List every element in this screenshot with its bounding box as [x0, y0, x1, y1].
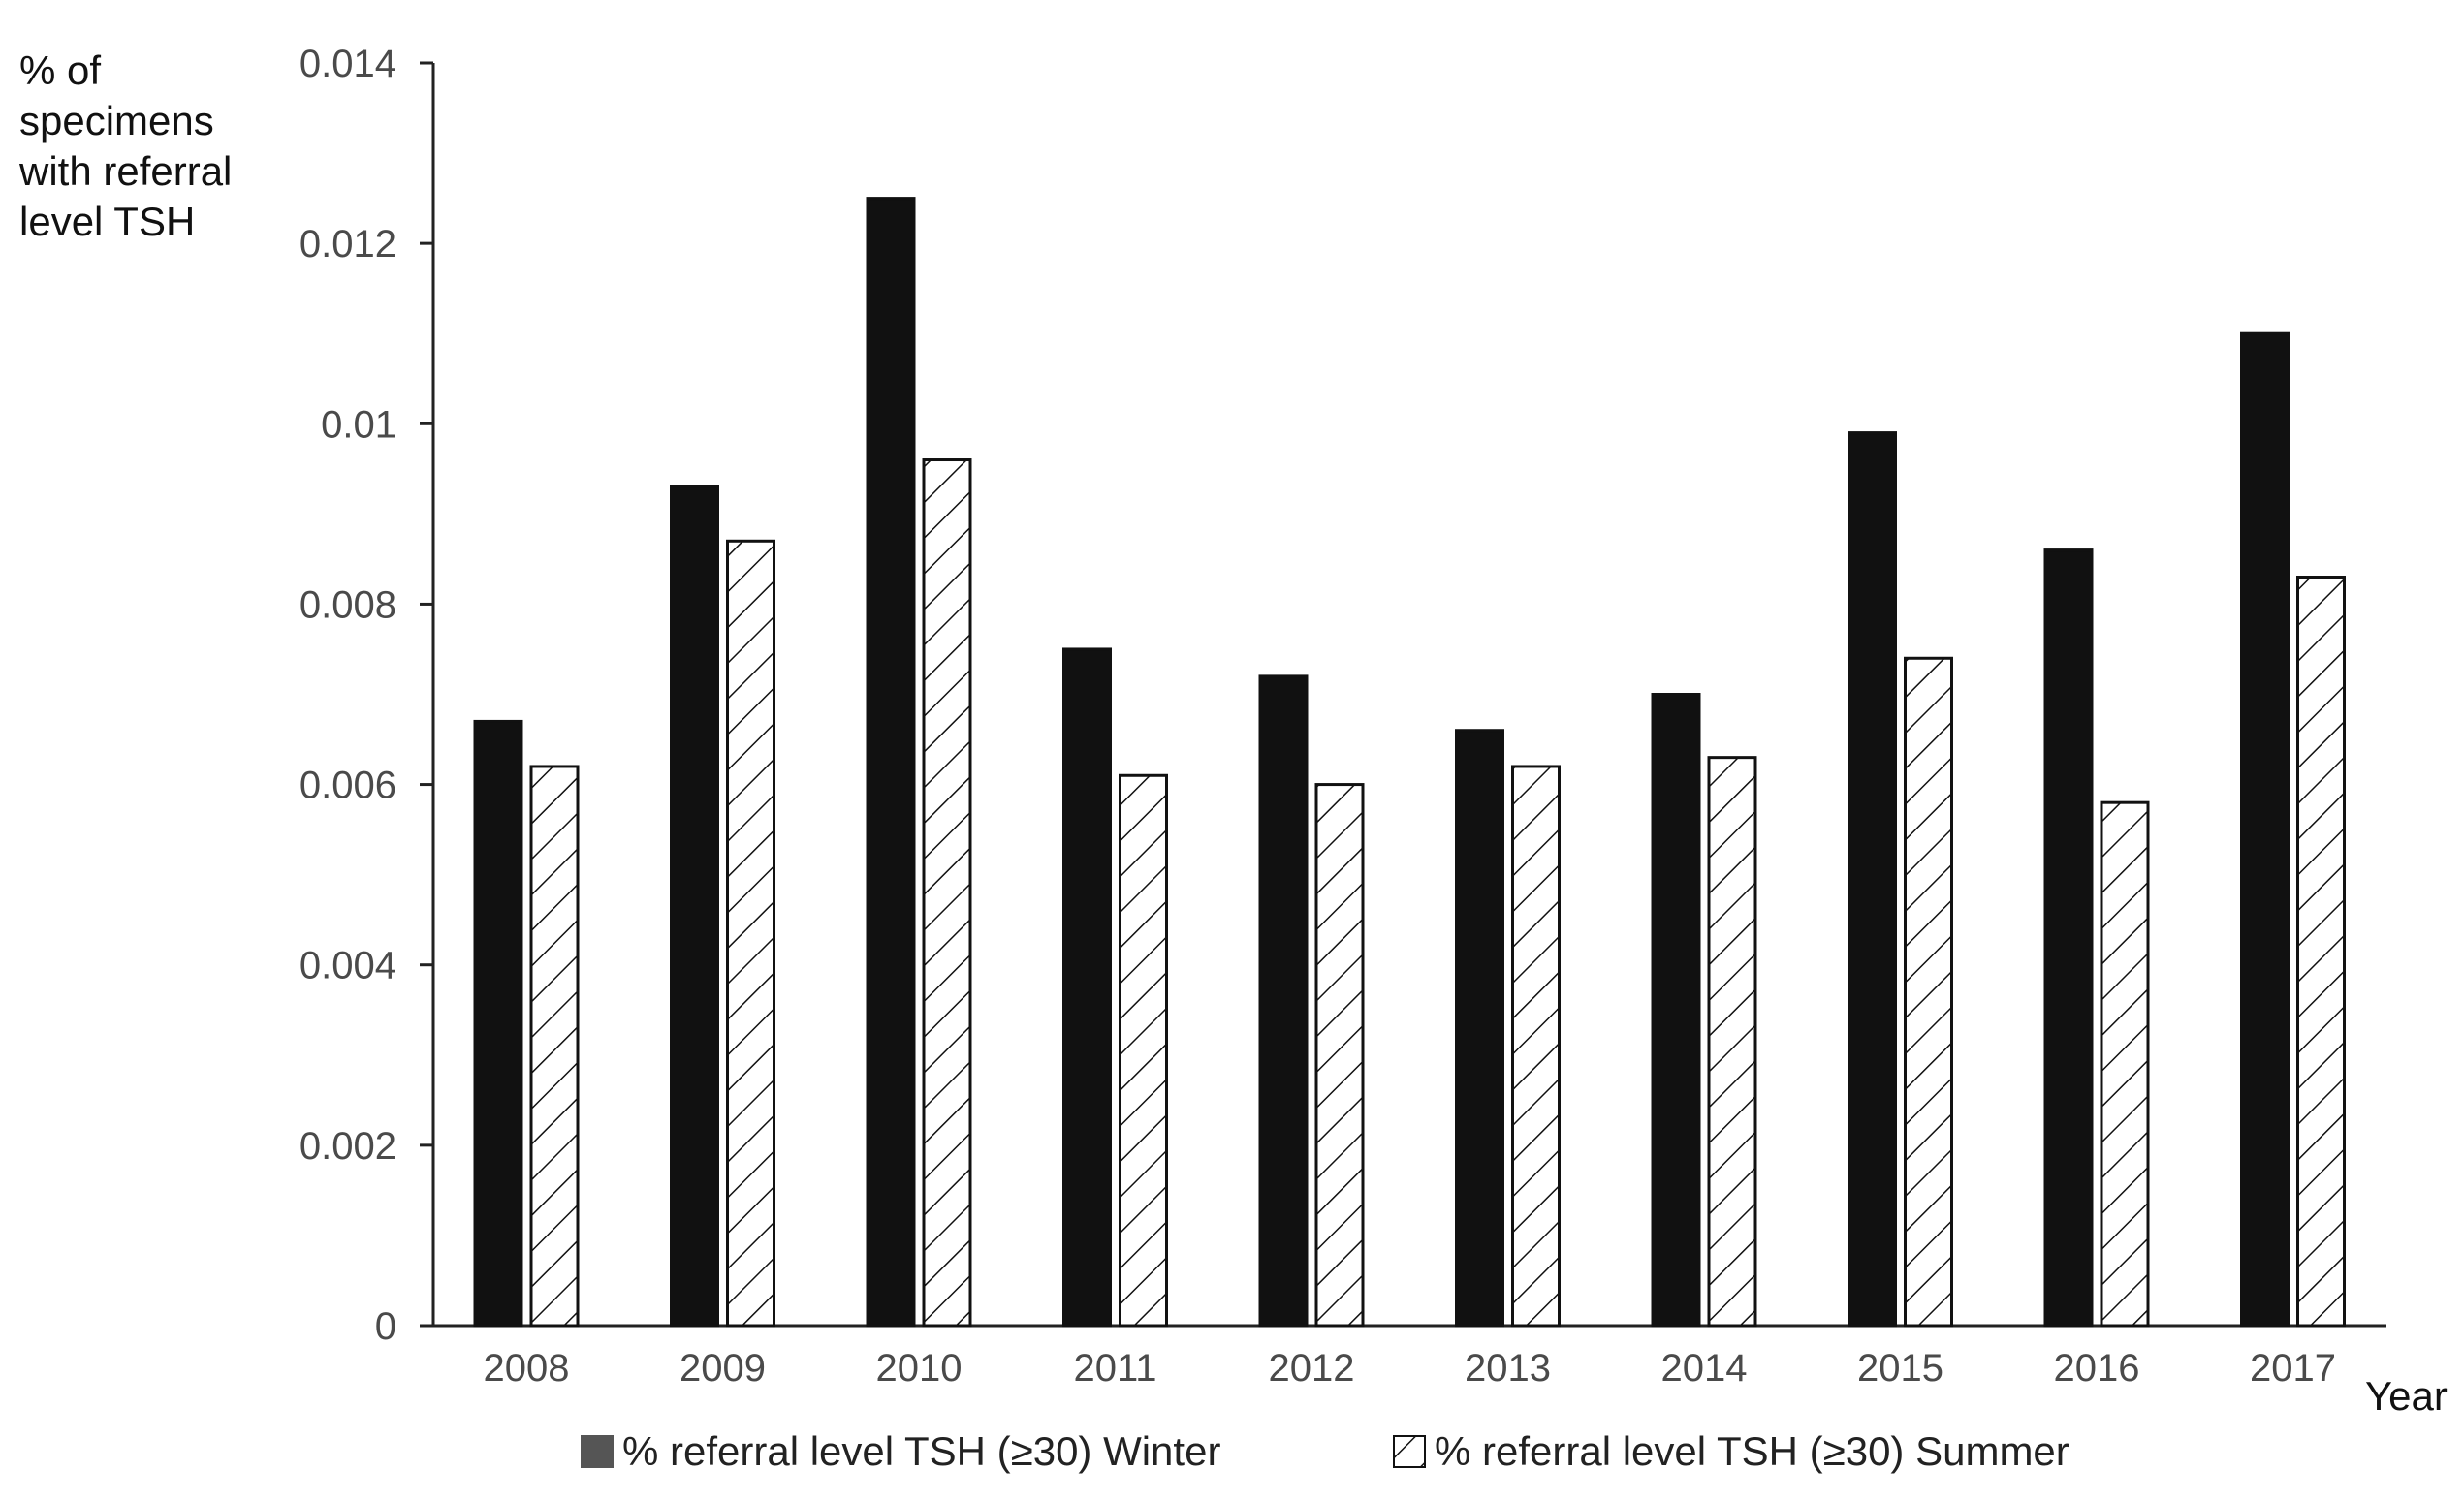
- y-tick-label: 0.014: [300, 43, 396, 85]
- legend-item-summer: % referral level TSH (≥30) Summer: [1393, 1428, 2069, 1474]
- bar-summer: [726, 539, 775, 1328]
- y-tick-label: 0.006: [300, 765, 396, 807]
- x-axis: 2008 2009 2010 2011 2012 2013 2014 2015 2016 2017: [433, 1324, 2386, 1390]
- y-tick-label: 0.012: [300, 223, 396, 266]
- x-tick-label: 2008: [484, 1347, 570, 1390]
- x-tick-label: 2009: [679, 1347, 766, 1390]
- y-axis-label-line: level TSH: [19, 199, 195, 244]
- y-tick-label: 0.008: [300, 583, 396, 626]
- bars: [473, 197, 2346, 1328]
- y-axis: 0 0.002 0.004 0.006 0.008 0.01 0.012 0.014: [300, 43, 435, 1348]
- bar-summer: [529, 765, 580, 1328]
- bar-summer: [2100, 800, 2150, 1328]
- bar-summer: [1314, 783, 1365, 1328]
- bar-summer: [1904, 656, 1953, 1328]
- legend-swatch: [581, 1435, 614, 1468]
- x-tick-label: 2015: [1857, 1347, 1943, 1390]
- x-tick-label: 2014: [1661, 1347, 1748, 1390]
- bar-summer: [1119, 773, 1168, 1328]
- bar-winter: [1062, 647, 1112, 1328]
- bar-winter: [670, 485, 719, 1328]
- bar-summer: [1707, 756, 1757, 1328]
- y-tick-label: 0: [375, 1305, 396, 1348]
- legend: % referral level TSH (≥30) Winter % refer…: [581, 1428, 2069, 1474]
- y-tick-label: 0.01: [321, 403, 396, 446]
- y-tick-label: 0.004: [300, 945, 396, 987]
- y-axis-label-line: % of: [19, 47, 101, 93]
- legend-label: % referral level TSH (≥30) Winter: [622, 1428, 1220, 1474]
- bar-winter: [2043, 548, 2094, 1328]
- legend-swatch: [1393, 1435, 1426, 1468]
- legend-item-winter: % referral level TSH (≥30) Winter: [581, 1428, 1220, 1474]
- x-tick-label: 2013: [1465, 1347, 1551, 1390]
- bar-winter: [1651, 693, 1701, 1328]
- x-tick-label: 2017: [2250, 1347, 2336, 1390]
- bar-summer: [922, 458, 972, 1328]
- x-tick-label: 2016: [2054, 1347, 2140, 1390]
- x-tick-label: 2011: [1073, 1347, 1156, 1390]
- y-axis-label-line: with referral: [18, 148, 232, 194]
- bar-winter: [866, 197, 916, 1328]
- bar-winter: [2240, 331, 2290, 1328]
- bar-summer: [1511, 765, 1561, 1328]
- y-tick-label: 0.002: [300, 1125, 396, 1168]
- y-axis-label-line: specimens: [19, 98, 214, 143]
- bar-winter: [1455, 729, 1504, 1328]
- bar-winter: [473, 719, 523, 1328]
- x-axis-title: Year: [2365, 1373, 2448, 1419]
- bar-winter: [1848, 431, 1897, 1328]
- legend-label: % referral level TSH (≥30) Summer: [1435, 1428, 2069, 1474]
- bar-summer: [2296, 576, 2346, 1328]
- y-axis-label: % of specimens with referral level TSH: [18, 47, 232, 244]
- bar-winter: [1258, 674, 1309, 1328]
- x-tick-label: 2010: [876, 1347, 963, 1390]
- x-tick-label: 2012: [1269, 1347, 1355, 1390]
